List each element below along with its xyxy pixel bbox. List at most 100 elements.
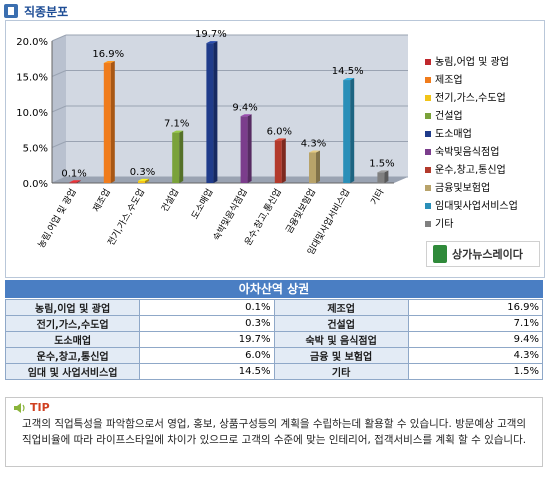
y-tick-label: 10.0%: [16, 108, 48, 119]
x-tick-label: 금융및보험업: [283, 187, 318, 236]
bar-top: [69, 180, 81, 183]
bar-side: [179, 130, 184, 183]
legend-swatch: [425, 185, 431, 191]
row-value: 7.1%: [407, 315, 544, 332]
gridline-diag: [51, 34, 67, 42]
logo-icon: [433, 245, 447, 263]
legend-swatch: [425, 113, 431, 119]
brand-logo: 상가뉴스레이다: [426, 241, 540, 267]
row-label: 도소매업: [4, 331, 141, 348]
legend-swatch: [425, 95, 431, 101]
section-title: 직종분포: [24, 4, 69, 19]
row-value: 1.5%: [407, 363, 544, 380]
legend-swatch: [425, 77, 431, 83]
bar: [240, 116, 248, 183]
bar: [274, 140, 282, 183]
y-tick-label: 5.0%: [23, 144, 48, 155]
bar: [206, 43, 214, 183]
x-tick-label: 운수,창고,통신업: [243, 187, 284, 248]
bar-side: [350, 78, 355, 183]
chart-legend: 농림,어업 및 광업 제조업 전기,가스,수도업 건설업 도소매업 숙박및음식점업 운수,창…: [421, 49, 539, 231]
gridline-diag: [51, 141, 67, 148]
x-tick-label: 기타: [369, 186, 387, 206]
legend-item: 임대및사업서비스업: [425, 197, 518, 212]
row-label: 운수,창고,통신업: [4, 347, 141, 364]
bar-side: [316, 150, 320, 183]
x-tick-label: 제조업: [91, 187, 113, 214]
row-label: 임대 및 사업서비스업: [4, 363, 141, 380]
legend-item: 기타: [425, 215, 453, 230]
legend-swatch: [425, 203, 431, 209]
data-label: 7.1%: [164, 119, 189, 130]
bar-top: [138, 178, 149, 181]
section-header: 직종분포: [4, 2, 68, 20]
data-label: 6.0%: [267, 126, 292, 137]
data-label: 1.5%: [369, 158, 394, 169]
legend-label: 기타: [435, 219, 454, 230]
row-value: 4.3%: [407, 347, 544, 364]
legend-label: 숙박및음식점업: [435, 147, 500, 158]
legend-item: 금융및보험업: [425, 179, 490, 194]
y-tick-label: 0.0%: [23, 179, 48, 190]
bar-top: [377, 170, 389, 173]
logo-text: 상가뉴스레이다: [452, 248, 523, 261]
stats-table: 농림,이업 및 광업 0.1% 제조업 16.9% 전기,가스,수도업 0.3% 건설업 7.…: [4, 299, 544, 380]
table-row: 농림,이업 및 광업 0.1% 제조업 16.9%: [4, 299, 544, 316]
row-label: 숙박 및 음식점업: [273, 331, 409, 348]
bar-side: [281, 138, 286, 183]
data-label: 14.5%: [332, 66, 364, 77]
chart-panel: 0.0% 5.0% 10.0% 15.0% 20.0% 0.1% 농림,어업 및 광업 16.…: [5, 20, 545, 278]
row-label: 기타: [273, 363, 409, 380]
legend-label: 건설업: [435, 111, 463, 122]
legend-label: 농림,어업 및 광업: [435, 57, 509, 68]
x-tick-label: 건설업: [159, 187, 181, 214]
legend-item: 제조업: [425, 71, 463, 86]
bar-side: [213, 41, 218, 183]
bar-top: [240, 114, 252, 117]
legend-swatch: [425, 131, 431, 137]
data-label: 19.7%: [195, 29, 227, 40]
y-tick-label: 15.0%: [16, 73, 48, 84]
row-value: 14.5%: [139, 363, 275, 380]
bar-top: [172, 130, 184, 133]
table-row: 도소매업 19.7% 숙박 및 음식점업 9.4%: [4, 331, 544, 348]
speaker-icon: [14, 402, 25, 413]
row-value: 19.7%: [139, 331, 275, 348]
legend-item: 숙박및음식점업: [425, 143, 499, 158]
bar-top: [309, 150, 320, 153]
data-label: 0.3%: [130, 167, 155, 178]
legend-label: 금융및보험업: [435, 183, 491, 194]
legend-swatch: [425, 221, 431, 227]
bar-side: [384, 170, 389, 183]
bar-top: [103, 61, 115, 64]
row-value: 16.9%: [407, 299, 544, 316]
legend-item: 도소매업: [425, 125, 472, 140]
row-label: 전기,가스,수도업: [4, 315, 141, 332]
legend-item: 농림,어업 및 광업: [425, 53, 509, 68]
legend-label: 제조업: [435, 75, 463, 86]
gridline-diag: [51, 70, 67, 77]
tip-box: TIP 고객의 직업특성을 파악함으로서 영업, 홍보, 상품구성등의 계획을 …: [5, 397, 543, 467]
x-tick-label: 숙박및음식점업: [210, 187, 249, 243]
data-label: 4.3%: [301, 138, 326, 149]
row-label: 건설업: [273, 315, 409, 332]
bar-top: [274, 138, 286, 141]
bar: [103, 63, 111, 184]
row-label: 제조업: [273, 299, 409, 316]
legend-item: 전기,가스,수도업: [425, 89, 506, 104]
gridline-diag: [51, 176, 67, 184]
legend-swatch: [425, 59, 431, 65]
gridline-diag: [51, 105, 67, 113]
bar-side: [247, 114, 252, 183]
bar: [138, 180, 145, 183]
row-value: 0.3%: [139, 315, 275, 332]
bar-top: [206, 41, 218, 44]
x-tick-label: 도소매업: [189, 187, 215, 221]
data-label: 16.9%: [92, 49, 124, 60]
legend-label: 도소매업: [435, 129, 472, 140]
x-tick-label: 농림,어업 및 광업: [35, 187, 79, 251]
bar: [69, 182, 77, 184]
legend-swatch: [425, 149, 431, 155]
tip-label: TIP: [30, 401, 50, 414]
legend-label: 임대및사업서비스업: [435, 201, 518, 212]
